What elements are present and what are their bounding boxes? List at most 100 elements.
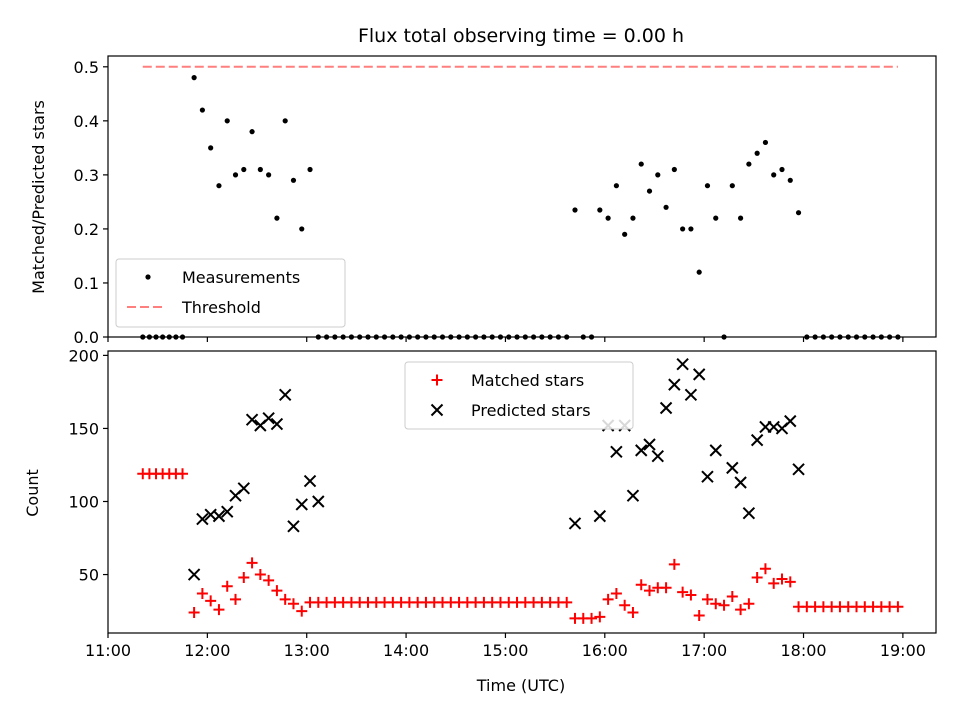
legend-box: [404, 361, 634, 430]
data-point: [768, 577, 780, 589]
data-point: [303, 474, 317, 488]
data-point: [779, 166, 785, 173]
top-chart-title: Flux total observing time = 0.00 h: [358, 25, 684, 47]
data-point: [191, 75, 197, 81]
data-point: [224, 118, 230, 124]
bottom-y-axis-label: Count: [23, 469, 42, 517]
top-axes: 0.0 0.1 0.2 0.3 0.4 0.5: [74, 55, 937, 347]
legend-swatch: [430, 403, 444, 417]
data-point: [726, 461, 739, 475]
axes-frame: [107, 55, 937, 338]
data-point: [610, 445, 623, 459]
data-point: [754, 150, 760, 156]
top-y-axis-label: Matched/Predicted stars: [29, 100, 48, 294]
data-point: [710, 598, 722, 610]
data-point: [605, 215, 611, 221]
axes-frame: [107, 350, 937, 634]
data-point: [737, 215, 744, 221]
data-point: [221, 580, 233, 592]
data-point: [677, 586, 689, 598]
data-point: [751, 571, 763, 583]
data-point: [221, 505, 234, 518]
data-point: [692, 368, 706, 381]
data-point: [279, 593, 291, 605]
data-point: [187, 568, 201, 581]
data-point: [680, 226, 686, 232]
data-point: [701, 470, 714, 483]
data-point: [635, 579, 647, 591]
legend-swatch: [145, 274, 151, 280]
x-tick-label: 18:00: [780, 641, 826, 660]
data-point: [668, 378, 681, 391]
y-tick-label: 0.0: [74, 328, 99, 347]
data-point: [266, 172, 272, 178]
data-point: [684, 388, 698, 402]
top-legend: Measurements Threshold: [115, 258, 346, 328]
data-point: [241, 166, 247, 173]
x-tick-label: 14:00: [383, 641, 429, 660]
data-point: [613, 183, 619, 189]
legend-label: Measurements: [182, 268, 300, 287]
y-tick-label: 0.4: [74, 112, 99, 131]
data-point: [282, 118, 288, 124]
data-point: [709, 444, 722, 457]
bottom-x-axis-label: Time (UTC): [476, 676, 565, 695]
data-point: [232, 172, 239, 178]
data-point: [630, 215, 636, 221]
data-point: [216, 183, 222, 189]
data-point: [729, 183, 735, 189]
x-tick-label: 17:00: [681, 641, 727, 660]
y-tick-label: 0.3: [74, 166, 99, 185]
series-measurements: [140, 75, 901, 340]
data-point: [635, 444, 648, 457]
data-point: [254, 569, 266, 581]
y-tick-label: 100: [68, 492, 99, 511]
data-point: [602, 593, 614, 605]
data-point: [668, 558, 680, 570]
data-point: [262, 412, 275, 425]
data-point: [237, 482, 250, 495]
data-point: [299, 226, 305, 232]
data-point: [762, 139, 769, 146]
data-point: [290, 177, 297, 183]
data-point: [213, 604, 225, 616]
bottom-axes: 11:00 12:00 13:00 14:00 15:00 16:00 17:00 18:00…: [68, 346, 937, 660]
data-point: [792, 463, 805, 476]
y-tick-label: 0.2: [74, 220, 99, 239]
legend-swatch: [431, 374, 443, 386]
data-point: [784, 576, 796, 588]
data-point: [263, 574, 275, 586]
data-point: [787, 177, 793, 183]
data-point: [742, 506, 756, 520]
data-point: [688, 226, 694, 232]
data-point: [278, 388, 292, 402]
data-point: [312, 495, 325, 508]
data-point: [270, 417, 284, 431]
data-point: [771, 172, 777, 178]
data-point: [646, 188, 653, 194]
data-point: [561, 596, 573, 608]
data-point: [245, 413, 259, 426]
data-point: [704, 183, 711, 189]
x-tick-label: 19:00: [880, 641, 926, 660]
data-point: [655, 172, 661, 178]
data-point: [627, 607, 639, 619]
y-tick-label: 0.5: [74, 58, 99, 77]
data-point: [660, 582, 672, 594]
data-point: [287, 598, 299, 610]
x-tick-label: 15:00: [482, 641, 528, 660]
y-tick-label: 150: [68, 419, 99, 438]
legend-label: Threshold: [181, 298, 261, 317]
data-point: [296, 605, 308, 617]
data-point: [659, 401, 673, 415]
x-tick-label: 16:00: [582, 641, 628, 660]
top-plot-marks: [140, 65, 901, 340]
data-point: [568, 517, 582, 530]
data-point: [594, 611, 606, 623]
data-point: [257, 166, 263, 173]
data-point: [586, 612, 598, 624]
data-point: [199, 107, 205, 113]
legend-label: Matched stars: [471, 371, 584, 390]
bottom-legend: Matched stars Predicted stars: [404, 361, 634, 430]
